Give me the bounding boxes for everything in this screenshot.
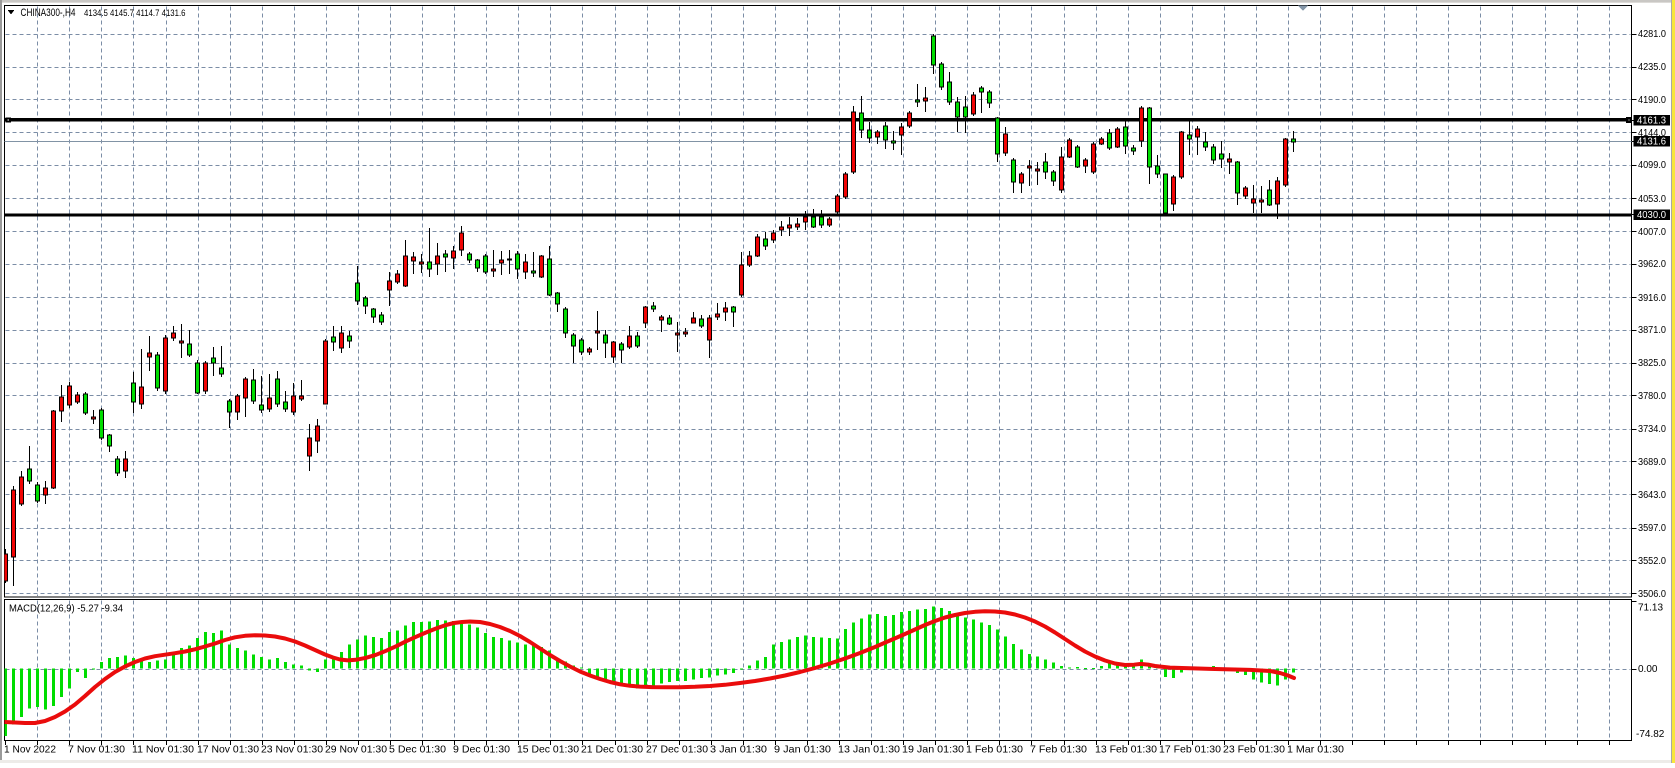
svg-text:23 Feb 01:30: 23 Feb 01:30 [1223, 744, 1285, 756]
svg-text:CHINA300-,H4: CHINA300-,H4 [21, 7, 76, 19]
svg-text:9 Dec 01:30: 9 Dec 01:30 [453, 744, 510, 756]
svg-text:4131.6: 4131.6 [1637, 137, 1666, 148]
svg-text:1 Feb 01:30: 1 Feb 01:30 [966, 744, 1023, 756]
svg-text:3597.0: 3597.0 [1638, 523, 1666, 534]
svg-text:27 Dec 01:30: 27 Dec 01:30 [646, 744, 708, 756]
svg-text:3780.0: 3780.0 [1638, 391, 1666, 402]
svg-text:21 Dec 01:30: 21 Dec 01:30 [581, 744, 643, 756]
svg-text:3506.0: 3506.0 [1638, 589, 1666, 600]
svg-text:3552.0: 3552.0 [1638, 556, 1666, 567]
svg-text:3689.0: 3689.0 [1638, 457, 1666, 468]
svg-text:4144.0: 4144.0 [1638, 128, 1666, 139]
svg-text:4134.5 4145.7 4114.7 4131.6: 4134.5 4145.7 4114.7 4131.6 [84, 8, 186, 19]
svg-text:-74.82: -74.82 [1636, 729, 1665, 740]
svg-text:4007.0: 4007.0 [1638, 227, 1666, 238]
svg-text:4030.0: 4030.0 [1637, 210, 1666, 221]
svg-text:13 Jan 01:30: 13 Jan 01:30 [838, 744, 900, 756]
svg-text:4235.0: 4235.0 [1638, 62, 1666, 73]
svg-text:3871.0: 3871.0 [1638, 325, 1666, 336]
svg-text:17 Feb 01:30: 17 Feb 01:30 [1159, 744, 1221, 756]
svg-text:71.13: 71.13 [1638, 603, 1663, 614]
svg-text:17 Nov 01:30: 17 Nov 01:30 [197, 744, 259, 756]
svg-text:7 Nov 01:30: 7 Nov 01:30 [68, 744, 125, 756]
svg-text:15 Dec 01:30: 15 Dec 01:30 [517, 744, 579, 756]
svg-text:11 Nov 01:30: 11 Nov 01:30 [132, 744, 194, 756]
svg-text:5 Dec 01:30: 5 Dec 01:30 [389, 744, 446, 756]
svg-text:0.00: 0.00 [1638, 664, 1658, 675]
svg-text:MACD(12,26,9) -5.27 -9.34: MACD(12,26,9) -5.27 -9.34 [9, 604, 123, 615]
svg-text:3962.0: 3962.0 [1638, 259, 1666, 270]
svg-text:3916.0: 3916.0 [1638, 293, 1666, 304]
svg-text:3643.0: 3643.0 [1638, 490, 1666, 501]
svg-text:29 Nov 01:30: 29 Nov 01:30 [325, 744, 387, 756]
svg-text:3825.0: 3825.0 [1638, 358, 1666, 369]
svg-text:1 Nov 2022: 1 Nov 2022 [4, 744, 56, 756]
svg-text:13 Feb 01:30: 13 Feb 01:30 [1095, 744, 1157, 756]
svg-text:1 Mar 01:30: 1 Mar 01:30 [1287, 744, 1344, 756]
svg-text:3734.0: 3734.0 [1638, 424, 1666, 435]
svg-text:4053.0: 4053.0 [1638, 194, 1666, 205]
svg-text:4099.0: 4099.0 [1638, 160, 1666, 171]
svg-text:4281.0: 4281.0 [1638, 29, 1666, 40]
svg-text:19 Jan 01:30: 19 Jan 01:30 [902, 744, 964, 756]
svg-text:4190.0: 4190.0 [1638, 95, 1666, 106]
svg-text:23 Nov 01:30: 23 Nov 01:30 [261, 744, 323, 756]
svg-text:9 Jan 01:30: 9 Jan 01:30 [774, 744, 831, 756]
svg-text:4161.3: 4161.3 [1637, 116, 1666, 127]
svg-text:3 Jan 01:30: 3 Jan 01:30 [710, 744, 767, 756]
svg-text:7 Feb 01:30: 7 Feb 01:30 [1030, 744, 1087, 756]
